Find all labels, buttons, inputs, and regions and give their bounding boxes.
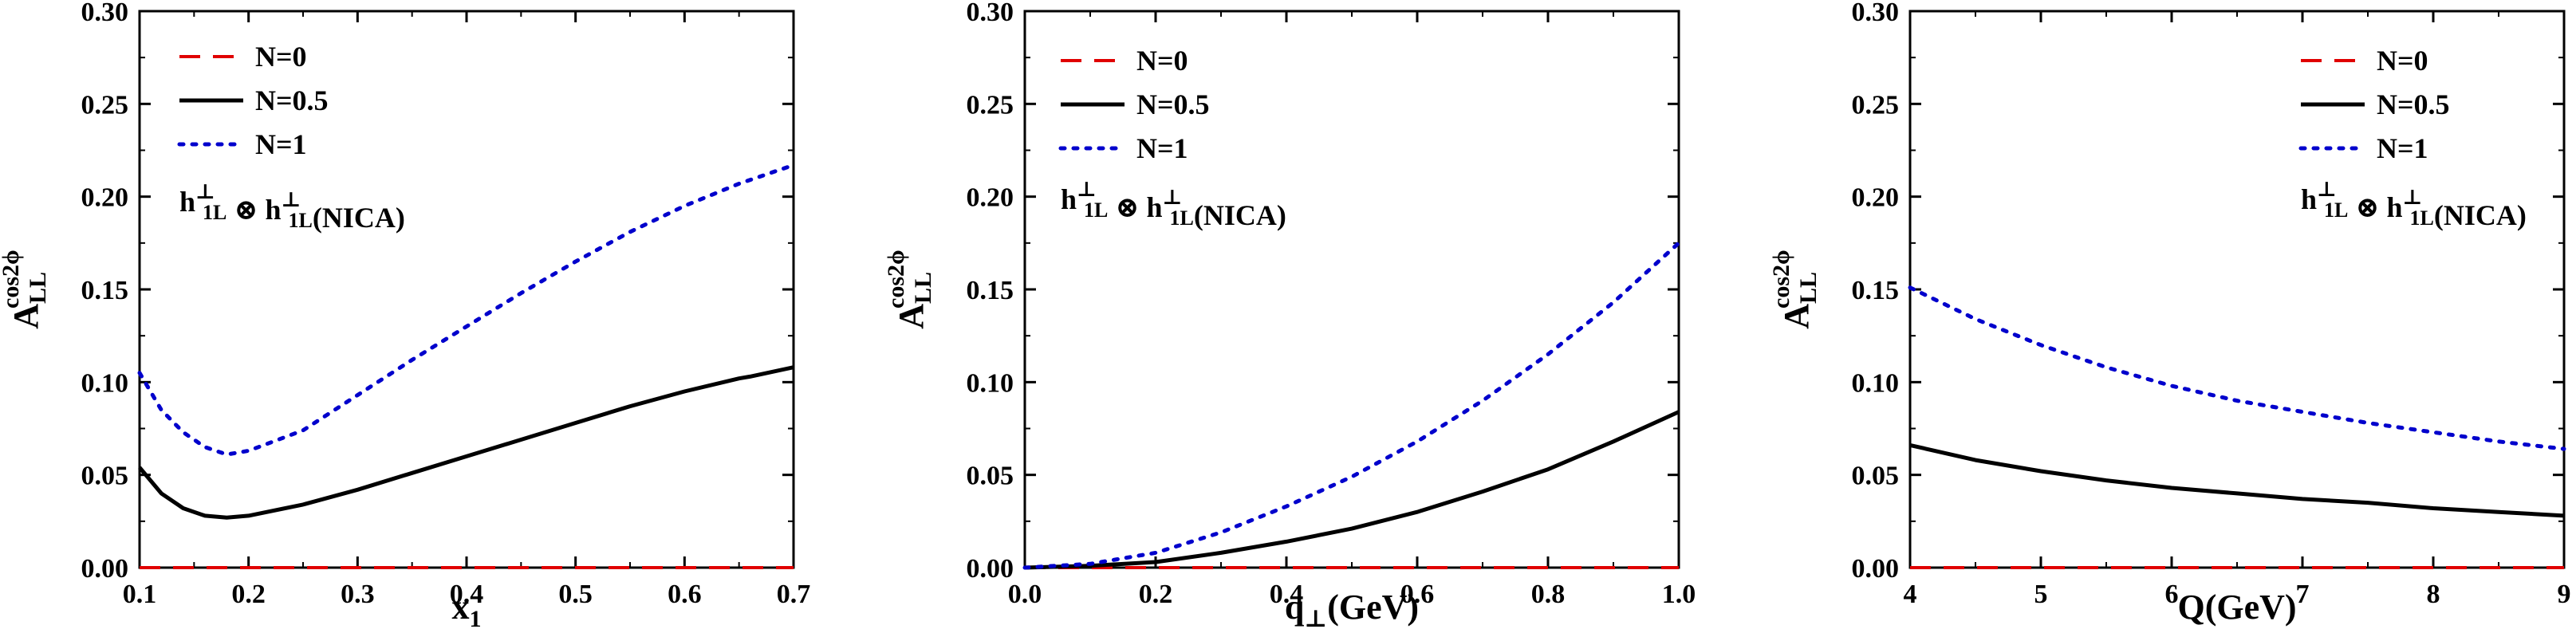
- y-tick-label: 0.00: [967, 554, 1014, 584]
- annotation-label: h⊥ 1L ⊗ h⊥ 1L(NICA): [179, 180, 405, 234]
- y-tick-label: 0.15: [967, 276, 1014, 305]
- y-tick-label: 0.00: [81, 554, 129, 584]
- plot-frame: [1023, 10, 1680, 569]
- x-tick-label: 1.0: [1662, 580, 1696, 609]
- x-axis-label: x1: [452, 588, 482, 632]
- legend-label: N=0.5: [2377, 88, 2450, 120]
- x-tick-label: 7: [2296, 580, 2310, 609]
- annotation-label: h⊥ 1L ⊗ h⊥ 1L(NICA): [1061, 178, 1286, 231]
- y-tick-label: 0.20: [967, 183, 1014, 213]
- chart-panel-1: 0.00 0.05 0.10 0.15 0.20 0.25 0.30 0.1 0.2 0.3 0.4…: [0, 0, 810, 632]
- series-line-n-1: [1022, 241, 1681, 570]
- legend-label: N=0: [1136, 45, 1188, 77]
- y-tick-label: 0.15: [1852, 276, 1900, 305]
- legend: N=0 N=0.5 N=1: [2298, 45, 2450, 164]
- x-tick-label: 0.7: [777, 580, 811, 609]
- legend-label: N=0.5: [255, 85, 329, 116]
- annotation-label: h⊥ 1L ⊗ h⊥ 1L(NICA): [2301, 178, 2527, 231]
- x-tick-label: 4: [1904, 580, 1917, 609]
- x-tick-label: 0.4: [1270, 580, 1304, 609]
- x-tick-label: 6: [2165, 580, 2179, 609]
- legend: N=0 N=0.5 N=1: [1058, 45, 1210, 164]
- chart-panel-2: 0.00 0.05 0.10 0.15 0.20 0.25 0.30 0.0 0.2 0.4 0.6…: [883, 0, 1696, 632]
- y-axis-label: ALLcos2ϕ: [883, 250, 936, 329]
- plot-frame: [1908, 10, 2566, 569]
- y-tick-label: 0.10: [1852, 368, 1900, 398]
- series-line-n-0-5: [1909, 442, 2565, 518]
- x-tick-label: 0.6: [668, 580, 702, 609]
- x-tick-label: 5: [2034, 580, 2048, 609]
- legend-label: N=1: [255, 128, 307, 160]
- series-line-n-1: [137, 163, 796, 457]
- y-tick-label: 0.10: [967, 368, 1014, 398]
- y-tick-label: 0.25: [1852, 90, 1900, 120]
- y-tick-label: 0.30: [967, 0, 1014, 27]
- y-tick-label: 0.30: [1852, 0, 1900, 27]
- y-tick-label: 0.25: [81, 90, 129, 120]
- x-axis-label: q⊥(GeV): [1285, 588, 1419, 632]
- x-tick-label: 0.3: [341, 580, 375, 609]
- chart-panel-3: 0.00 0.05 0.10 0.15 0.20 0.25 0.30 4 5 6 7 8 9 Q(GeV)…: [1768, 0, 2571, 627]
- y-tick-label: 0.10: [81, 368, 129, 398]
- y-tick-label: 0.05: [81, 462, 129, 491]
- legend-label: N=0.5: [1136, 88, 1210, 120]
- legend-label: N=1: [1136, 132, 1188, 164]
- legend-label: N=0: [2377, 45, 2428, 77]
- series-line-n-1: [1908, 285, 2566, 451]
- x-tick-label: 0.4: [450, 580, 484, 609]
- y-tick-label: 0.20: [1852, 183, 1900, 213]
- y-axis-label: ALLcos2ϕ: [1768, 250, 1822, 329]
- x-tick-label: 0.2: [231, 580, 266, 609]
- series-line-n-0-5: [138, 365, 794, 520]
- series-line-n-0-5: [1024, 410, 1680, 570]
- y-tick-label: 0.25: [967, 90, 1014, 120]
- legend-label: N=0: [255, 41, 307, 73]
- y-tick-label: 0.00: [1852, 554, 1900, 584]
- x-tick-label: 0.0: [1008, 580, 1042, 609]
- legend-label: N=1: [2377, 132, 2428, 164]
- x-tick-label: 0.6: [1400, 580, 1435, 609]
- y-axis-label: ALLcos2ϕ: [0, 250, 51, 329]
- x-axis-label: Q(GeV): [2177, 588, 2296, 627]
- y-tick-label: 0.20: [81, 183, 129, 213]
- x-tick-label: 8: [2427, 580, 2440, 609]
- x-tick-label: 0.8: [1531, 580, 1566, 609]
- x-tick-label: 0.5: [558, 580, 593, 609]
- plot-frame: [138, 10, 795, 569]
- x-tick-label: 9: [2558, 580, 2571, 609]
- x-tick-label: 0.1: [123, 580, 157, 609]
- legend: N=0 N=0.5 N=1: [177, 41, 329, 160]
- y-tick-label: 0.30: [81, 0, 129, 27]
- x-tick-label: 0.2: [1139, 580, 1173, 609]
- y-tick-label: 0.15: [81, 276, 129, 305]
- y-tick-label: 0.05: [967, 462, 1014, 491]
- y-tick-label: 0.05: [1852, 462, 1900, 491]
